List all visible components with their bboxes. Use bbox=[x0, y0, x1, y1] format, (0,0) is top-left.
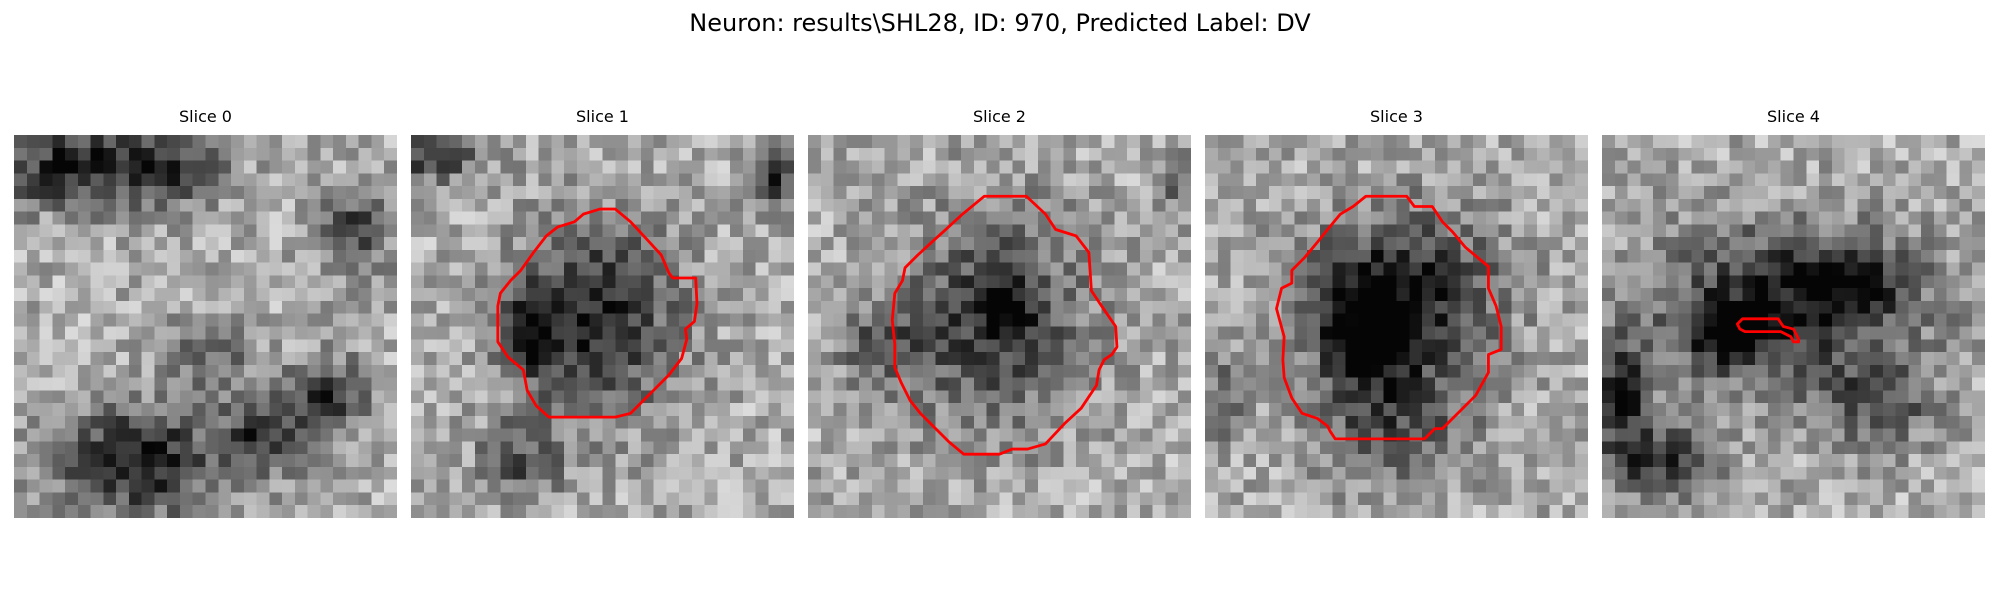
slice-title: Slice 4 bbox=[1767, 107, 1820, 126]
slice-panel-3: Slice 3 bbox=[1205, 105, 1588, 518]
slice-image bbox=[1205, 135, 1588, 518]
slice-image bbox=[1602, 135, 1985, 518]
slice-image bbox=[411, 135, 794, 518]
slice-panel-0: Slice 0 bbox=[14, 105, 397, 518]
slice-image bbox=[14, 135, 397, 518]
slice-panel-1: Slice 1 bbox=[411, 105, 794, 518]
segmentation-contour bbox=[496, 207, 699, 419]
slice-panel-2: Slice 2 bbox=[808, 105, 1191, 518]
slice-image bbox=[808, 135, 1191, 518]
segmentation-contour bbox=[890, 194, 1119, 456]
slice-title: Slice 3 bbox=[1370, 107, 1423, 126]
figure-title: Neuron: results\SHL28, ID: 970, Predicte… bbox=[689, 9, 1311, 37]
segmentation-contour bbox=[1275, 194, 1503, 441]
segmentation-contour bbox=[1735, 317, 1801, 344]
slice-title: Slice 0 bbox=[179, 107, 232, 126]
slice-panel-4: Slice 4 bbox=[1602, 105, 1985, 518]
slice-title: Slice 2 bbox=[973, 107, 1026, 126]
slice-title: Slice 1 bbox=[576, 107, 629, 126]
